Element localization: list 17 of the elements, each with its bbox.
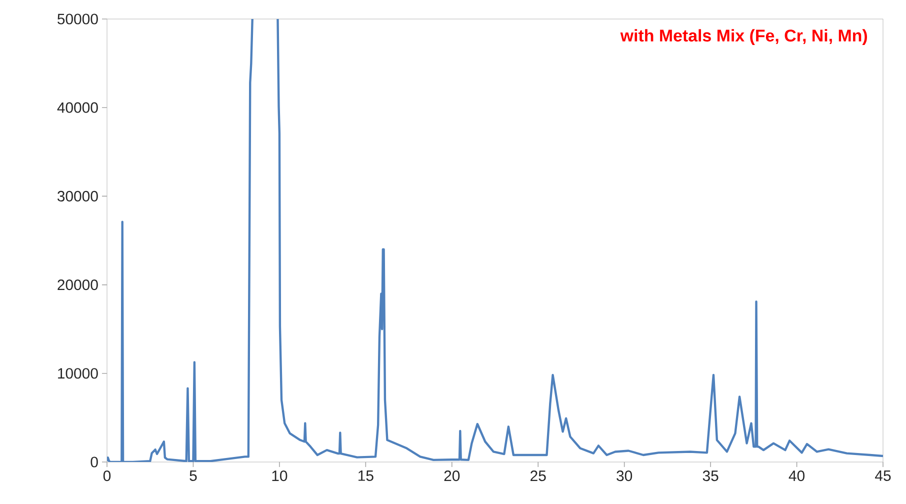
- x-tick-label: 30: [616, 470, 632, 482]
- y-tick-label: 10000: [58, 368, 98, 379]
- x-tick-label: 5: [190, 470, 197, 481]
- y-tick-label: 30000: [57, 190, 98, 202]
- y-tick-label: 50000: [58, 14, 98, 24]
- x-tick-label: 20: [444, 470, 460, 482]
- x-tick-label: 0: [103, 470, 111, 482]
- x-tick-label: 25: [530, 470, 546, 482]
- x-tick-label: 10: [272, 470, 288, 482]
- x-tick-label: 40: [788, 470, 805, 482]
- annotation: with Metals Mix (Fe, Cr, Ni, Mn): [620, 29, 867, 45]
- x-tick-label: 15: [358, 470, 374, 481]
- y-tick-label: 20000: [58, 280, 98, 290]
- y-tick-label: 40000: [57, 102, 98, 113]
- y-tick-label: 0: [90, 456, 98, 468]
- x-tick-label: 35: [702, 470, 718, 482]
- x-tick-label: 45: [875, 470, 891, 481]
